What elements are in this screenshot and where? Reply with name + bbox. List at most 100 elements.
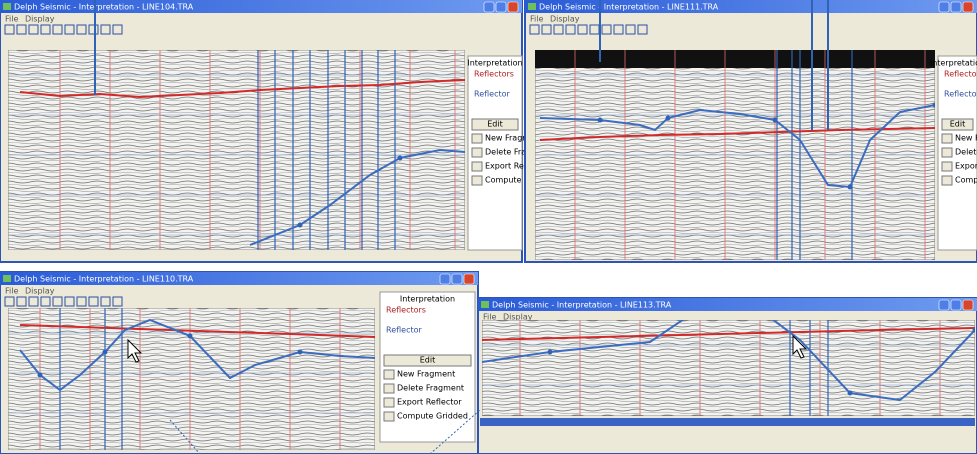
tool-icon[interactable] <box>941 161 953 172</box>
toolbar-button[interactable] <box>112 296 123 307</box>
maximize-button[interactable] <box>451 273 463 285</box>
toolbar-button[interactable] <box>88 296 99 307</box>
toolbar-button[interactable] <box>52 296 63 307</box>
tree-item[interactable]: Reflector <box>386 326 423 335</box>
tree-item[interactable]: Reflector <box>944 90 977 99</box>
close-button[interactable] <box>507 1 519 13</box>
minimize-button[interactable] <box>483 1 495 13</box>
toolbar-button[interactable] <box>100 24 111 35</box>
tool-icon[interactable] <box>471 175 483 186</box>
tool-icon[interactable] <box>383 397 395 408</box>
edit-button[interactable] <box>941 118 974 131</box>
toolbar-button[interactable] <box>16 296 27 307</box>
tool-icon[interactable] <box>471 161 483 172</box>
tool-icon[interactable] <box>383 383 395 394</box>
toolbar-button[interactable] <box>40 24 51 35</box>
button-label[interactable]: Export Reflector <box>955 162 977 171</box>
menu-item[interactable]: Display <box>25 287 55 296</box>
toolbar-button[interactable] <box>625 24 636 35</box>
button-label[interactable]: Export Reflector <box>485 162 550 171</box>
panel-heading: Interpretation <box>400 295 455 304</box>
close-button[interactable] <box>962 1 974 13</box>
toolbar-button[interactable] <box>52 24 63 35</box>
tree-item[interactable]: Reflectors <box>944 70 977 79</box>
toolbar-button[interactable] <box>88 24 99 35</box>
button-label[interactable]: Export Reflector <box>397 398 462 407</box>
toolbar-button[interactable] <box>541 24 552 35</box>
tree-item[interactable]: Reflectors <box>386 306 426 315</box>
button-label[interactable]: New Fragment <box>397 370 455 379</box>
red-horizon <box>539 127 935 141</box>
toolbar-button[interactable] <box>4 296 15 307</box>
button-label[interactable]: Edit <box>950 120 966 129</box>
menu-item[interactable]: File <box>530 15 543 24</box>
toolbar-button[interactable] <box>64 296 75 307</box>
toolbar-button[interactable] <box>64 24 75 35</box>
minimize-button[interactable] <box>938 1 950 13</box>
edit-button[interactable] <box>383 354 472 367</box>
close-button[interactable] <box>463 273 475 285</box>
toolbar-button[interactable] <box>529 24 540 35</box>
toolbar-button[interactable] <box>637 24 648 35</box>
tool-icon[interactable] <box>471 133 483 144</box>
toolbar-button[interactable] <box>553 24 564 35</box>
reflector-node <box>665 115 671 121</box>
toolbar-button[interactable] <box>76 296 87 307</box>
tool-icon[interactable] <box>941 147 953 158</box>
panel-box <box>379 291 476 443</box>
toolbar-button[interactable] <box>40 296 51 307</box>
panel-box <box>467 55 523 251</box>
tool-icon[interactable] <box>383 369 395 380</box>
maximize-button[interactable] <box>950 1 962 13</box>
minimize-button[interactable] <box>439 273 451 285</box>
button-label[interactable]: Compute Gridded <box>397 412 468 421</box>
button-label[interactable]: New Fragment <box>955 134 977 143</box>
reflector-node <box>847 184 853 190</box>
tool-icon[interactable] <box>383 411 395 422</box>
toolbar-button[interactable] <box>28 296 39 307</box>
toolbar-button[interactable] <box>565 24 576 35</box>
button-label[interactable]: Edit <box>487 120 503 129</box>
title-bar <box>478 298 977 311</box>
toolbar-button[interactable] <box>76 24 87 35</box>
button-label[interactable]: Compute Gridded <box>485 176 556 185</box>
tool-icon[interactable] <box>941 133 953 144</box>
button-label[interactable]: Compute Gridded <box>955 176 977 185</box>
tool-icon[interactable] <box>471 147 483 158</box>
toolbar-button[interactable] <box>28 24 39 35</box>
button-label[interactable]: Delete Fragment <box>397 384 464 393</box>
toolbar-button[interactable] <box>577 24 588 35</box>
app-icon <box>528 3 536 10</box>
button-label[interactable]: Delete Fragment <box>955 148 977 157</box>
menu-item[interactable]: File <box>483 313 496 322</box>
menu-item[interactable]: File <box>5 15 18 24</box>
toolbar-button[interactable] <box>100 296 111 307</box>
button-label[interactable]: Edit <box>420 356 436 365</box>
menu-item[interactable]: Display <box>25 15 55 24</box>
seismic-plot <box>535 50 935 260</box>
tool-icon[interactable] <box>941 175 953 186</box>
toolbar-button[interactable] <box>613 24 624 35</box>
menu-item[interactable]: Display <box>550 15 580 24</box>
tree-item[interactable]: Reflectors <box>474 70 514 79</box>
close-button[interactable] <box>962 299 974 311</box>
toolbar-button[interactable] <box>16 24 27 35</box>
reflector-node <box>297 349 303 355</box>
toolbar-button[interactable] <box>112 24 123 35</box>
toolbar-button[interactable] <box>601 24 612 35</box>
window-title: Delph Seismic - Interpretation - LINE113… <box>492 301 672 310</box>
menu-item[interactable]: Display <box>503 313 533 322</box>
button-label[interactable]: New Fragment <box>485 134 543 143</box>
menu-item[interactable]: File <box>5 287 18 296</box>
button-label[interactable]: Delete Fragment <box>485 148 552 157</box>
maximize-button[interactable] <box>495 1 507 13</box>
app-window: Delph Seismic - Interpretation - LINE113… <box>477 297 977 454</box>
edit-button[interactable] <box>471 118 519 131</box>
maximize-button[interactable] <box>950 299 962 311</box>
minimize-button[interactable] <box>938 299 950 311</box>
title-bar <box>525 0 977 13</box>
toolbar-button[interactable] <box>4 24 15 35</box>
app-window: Delph Seismic - Interpretation - LINE104… <box>0 0 556 263</box>
tree-item[interactable]: Reflector <box>474 90 511 99</box>
